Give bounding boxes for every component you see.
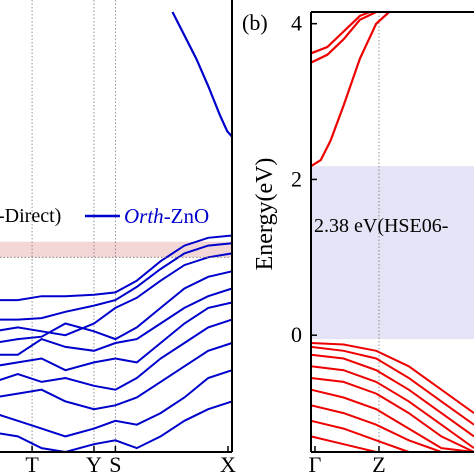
conduction-band-curve-3 (310, 10, 371, 55)
conduction-band-curve-2 (310, 11, 377, 64)
valence-band-curve-10 (0, 400, 233, 454)
x-tick-label: T (25, 452, 39, 474)
valence-band-curve-9 (0, 369, 233, 438)
valence-band-curve-6 (0, 301, 233, 372)
legend-label: Orth-ZnO (124, 204, 209, 228)
y-tick-label: 4 (291, 11, 302, 36)
valence-band-curve-1 (0, 234, 233, 302)
valence-band-curve-8 (310, 419, 410, 453)
valence-band-curve-9 (310, 435, 377, 453)
valence-band-curve-4 (310, 365, 474, 449)
panel-b-gap-label: 2.38 eV(HSE06- (314, 215, 448, 237)
x-tick-label: X (220, 452, 236, 474)
x-tick-label: Z (372, 452, 385, 474)
valence-band-curve-2 (310, 345, 474, 426)
y-tick-label: 0 (291, 322, 302, 347)
panel-b-label: (b) (242, 10, 268, 35)
valence-band-curve-6 (310, 388, 474, 453)
valence-band-curve-5 (310, 377, 474, 453)
valence-band-curve-2 (0, 242, 233, 321)
panel-a-band-curves (0, 11, 233, 454)
valence-band-curve-7 (310, 404, 442, 453)
conduction-band-curve (171, 11, 233, 138)
valence-band-curve-5 (0, 287, 233, 356)
panel-b-band-curves (310, 10, 474, 453)
valence-band-curve-4 (0, 270, 233, 344)
conduction-band-curve-1 (310, 11, 390, 168)
x-tick-label: Γ (309, 452, 322, 474)
x-tick-label: Y (86, 452, 102, 474)
y-tick-label: 2 (291, 166, 302, 191)
valence-band-curve-3 (310, 353, 474, 438)
valence-band-curve-1 (310, 342, 474, 414)
valence-band-curve-3 (0, 252, 233, 337)
y-axis-label: Energy(eV) (252, 158, 278, 271)
valence-band-curve-8 (0, 342, 233, 411)
x-tick-label: S (109, 452, 121, 474)
valence-band-curve-7 (0, 318, 233, 391)
panel-a-annotation: -Direct) (0, 205, 61, 227)
panel-b-gap-band (311, 166, 474, 340)
